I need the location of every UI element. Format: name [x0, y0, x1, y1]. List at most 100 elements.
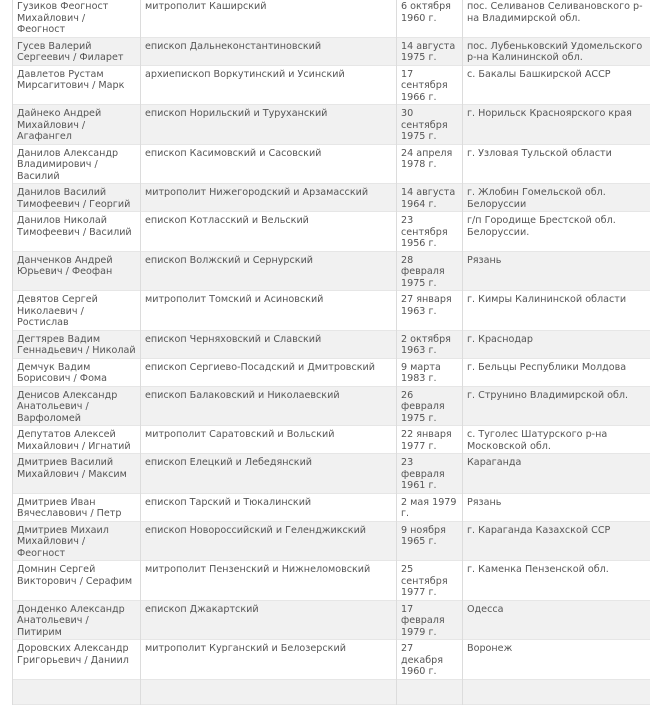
- birthplace-cell: г. Норильск Красноярского края: [463, 105, 650, 145]
- birth-date-cell: 22 января 1977 г.: [397, 426, 463, 454]
- title-cell: митрополит Нижегородский и Арзамасский: [141, 184, 397, 212]
- name-cell: Дмитриев Василий Михайлович / Максим: [13, 454, 141, 494]
- table-row: Донденко Александр Анатольевич / Питирим…: [13, 600, 650, 640]
- birth-date-cell: 28 февраля 1975 г.: [397, 251, 463, 291]
- birthplace-cell: г. Струнино Владимирской обл.: [463, 386, 650, 426]
- name-cell: Давлетов Рустам Мирсагитович / Марк: [13, 65, 141, 105]
- title-cell: епископ Волжский и Сернурский: [141, 251, 397, 291]
- title-cell: епископ Касимовский и Сасовский: [141, 144, 397, 184]
- birth-date-cell: 17 сентября 1966 г.: [397, 65, 463, 105]
- birthplace-cell: с. Туголес Шатурского р-на Московской об…: [463, 426, 650, 454]
- birth-date-cell: 9 марта 1983 г.: [397, 358, 463, 386]
- title-cell: епископ Котласский и Вельский: [141, 212, 397, 252]
- birthplace-cell: г. Бельцы Республики Молдова: [463, 358, 650, 386]
- name-cell: Дмитриев Михаил Михайлович / Феогност: [13, 521, 141, 561]
- birth-date-cell: 25 сентября 1977 г.: [397, 561, 463, 601]
- birth-date-cell: 9 ноября 1965 г.: [397, 521, 463, 561]
- title-cell: епископ Черняховский и Славский: [141, 330, 397, 358]
- name-cell: Гузиков Феогност Михайлович / Феогност: [13, 0, 141, 37]
- table-row-partial: [13, 679, 650, 705]
- birthplace-cell: г/п Городище Брестской обл. Белоруссии.: [463, 212, 650, 252]
- name-cell: Денисов Александр Анатольевич / Варфолом…: [13, 386, 141, 426]
- birthplace-cell: г. Узловая Тульской области: [463, 144, 650, 184]
- name-cell: Дмитриев Иван Вячеславович / Петр: [13, 493, 141, 521]
- title-cell: епископ Дальнеконстантиновский: [141, 37, 397, 65]
- birthplace-cell: Караганда: [463, 454, 650, 494]
- title-cell: митрополит Каширский: [141, 0, 397, 37]
- birth-date-cell: 30 сентября 1975 г.: [397, 105, 463, 145]
- name-cell: Демчук Вадим Борисович / Фома: [13, 358, 141, 386]
- birthplace-cell: Одесса: [463, 600, 650, 640]
- empty-cell: [463, 679, 650, 705]
- name-cell: Доровских Александр Григорьевич / Даниил: [13, 640, 141, 680]
- name-cell: Гусев Валерий Сергеевич / Филарет: [13, 37, 141, 65]
- name-cell: Депутатов Алексей Михайлович / Игнатий: [13, 426, 141, 454]
- empty-cell: [397, 679, 463, 705]
- birthplace-cell: пос. Лубеньковский Удомельского р-на Кал…: [463, 37, 650, 65]
- birthplace-cell: г. Караганда Казахской ССР: [463, 521, 650, 561]
- birth-date-cell: 6 октября 1960 г.: [397, 0, 463, 37]
- title-cell: епископ Джакартский: [141, 600, 397, 640]
- birth-date-cell: 23 февраля 1961 г.: [397, 454, 463, 494]
- name-cell: Дегтярев Вадим Геннадьевич / Николай: [13, 330, 141, 358]
- name-cell: Данченков Андрей Юрьевич / Феофан: [13, 251, 141, 291]
- table-row: Данилов Александр Владимирович / Василий…: [13, 144, 650, 184]
- title-cell: епископ Елецкий и Лебедянский: [141, 454, 397, 494]
- birthplace-cell: г. Краснодар: [463, 330, 650, 358]
- name-cell: Дайнеко Андрей Михайлович / Агафангел: [13, 105, 141, 145]
- birth-date-cell: 23 сентября 1956 г.: [397, 212, 463, 252]
- title-cell: митрополит Курганский и Белозерский: [141, 640, 397, 680]
- birth-date-cell: 26 февраля 1975 г.: [397, 386, 463, 426]
- title-cell: епископ Тарский и Тюкалинский: [141, 493, 397, 521]
- birth-date-cell: 17 февраля 1979 г.: [397, 600, 463, 640]
- title-cell: епископ Норильский и Туруханский: [141, 105, 397, 145]
- name-cell: Данилов Николай Тимофеевич / Василий: [13, 212, 141, 252]
- title-cell: епископ Сергиево-Посадский и Дмитровский: [141, 358, 397, 386]
- birth-date-cell: 24 апреля 1978 г.: [397, 144, 463, 184]
- birthplace-cell: Рязань: [463, 493, 650, 521]
- birth-date-cell: 2 мая 1979 г.: [397, 493, 463, 521]
- birth-date-cell: 2 октября 1963 г.: [397, 330, 463, 358]
- title-cell: митрополит Томский и Асиновский: [141, 291, 397, 331]
- birthplace-cell: Воронеж: [463, 640, 650, 680]
- name-cell: Донденко Александр Анатольевич / Питирим: [13, 600, 141, 640]
- birth-date-cell: 27 января 1963 г.: [397, 291, 463, 331]
- birth-date-cell: 27 декабря 1960 г.: [397, 640, 463, 680]
- title-cell: митрополит Пензенский и Нижнеломовский: [141, 561, 397, 601]
- table-row: Денисов Александр Анатольевич / Варфолом…: [13, 386, 650, 426]
- title-cell: архиепископ Воркутинский и Усинский: [141, 65, 397, 105]
- birth-date-cell: 14 августа 1964 г.: [397, 184, 463, 212]
- birth-date-cell: 14 августа 1975 г.: [397, 37, 463, 65]
- name-cell: Домнин Сергей Викторович / Серафим: [13, 561, 141, 601]
- birthplace-cell: с. Бакалы Башкирской АССР: [463, 65, 650, 105]
- title-cell: епископ Новороссийский и Геленджикский: [141, 521, 397, 561]
- birthplace-cell: пос. Селиванов Селивановского р-на Влади…: [463, 0, 650, 37]
- title-cell: митрополит Саратовский и Вольский: [141, 426, 397, 454]
- empty-cell: [13, 679, 141, 705]
- name-cell: Данилов Александр Владимирович / Василий: [13, 144, 141, 184]
- birthplace-cell: г. Жлобин Гомельской обл. Белоруссии: [463, 184, 650, 212]
- birthplace-cell: г. Кимры Калининской области: [463, 291, 650, 331]
- empty-cell: [141, 679, 397, 705]
- title-cell: епископ Балаковский и Николаевский: [141, 386, 397, 426]
- table-row: Доровских Александр Григорьевич / Даниил…: [13, 640, 650, 680]
- birthplace-cell: Рязань: [463, 251, 650, 291]
- name-cell: Девятов Сергей Николаевич / Ростислав: [13, 291, 141, 331]
